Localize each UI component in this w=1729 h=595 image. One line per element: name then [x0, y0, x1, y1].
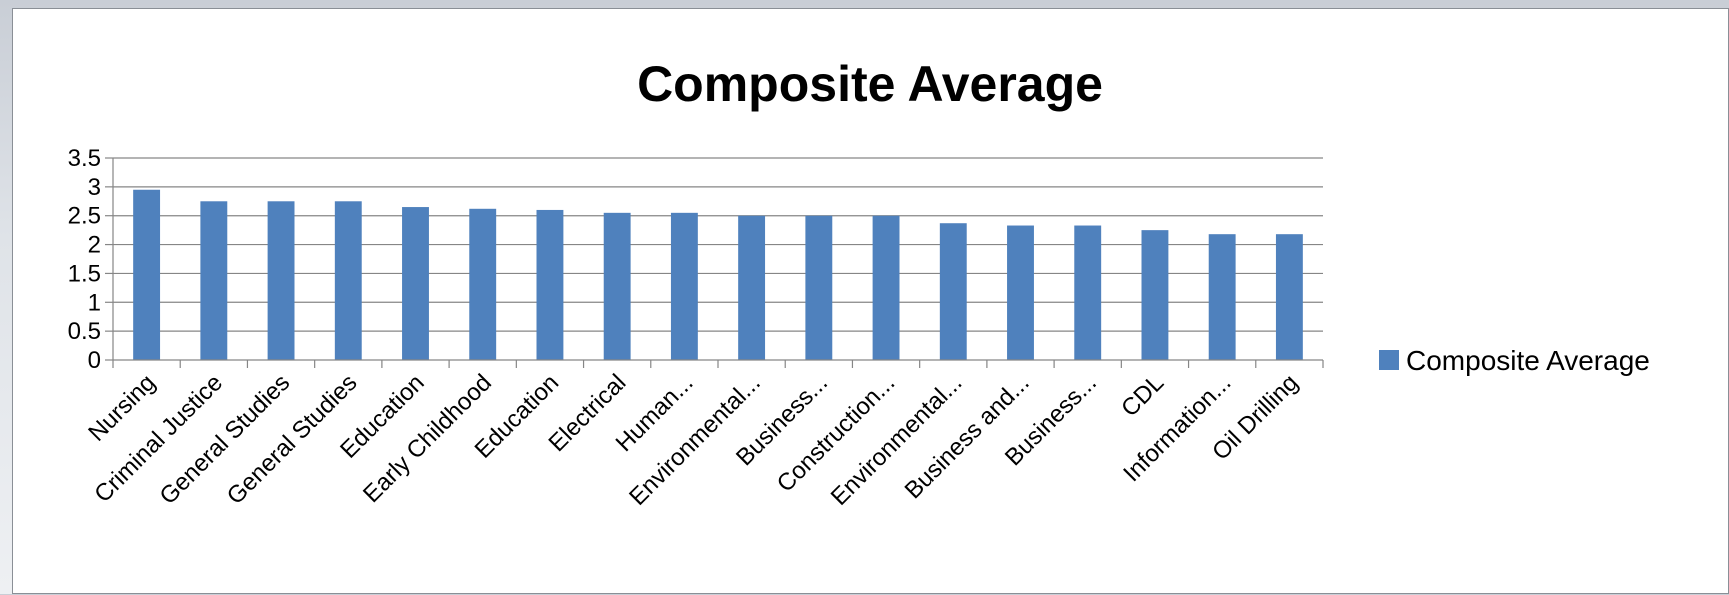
- y-tick-label: 2: [88, 232, 101, 259]
- bar: [133, 189, 161, 360]
- legend: Composite Average: [1379, 345, 1650, 376]
- axes: [105, 157, 1324, 368]
- chart-title: Composite Average: [637, 56, 1103, 112]
- y-tick-label: 1: [88, 289, 101, 316]
- bar: [738, 215, 766, 360]
- bar: [402, 207, 429, 360]
- bar: [1141, 230, 1169, 360]
- legend-swatch: [1379, 350, 1399, 370]
- bar: [334, 201, 362, 360]
- bar-chart: Composite Average 00.511.522.533.5 Nursi…: [68, 56, 1650, 511]
- bar: [469, 208, 497, 360]
- bar: [1007, 225, 1034, 360]
- bar: [872, 215, 900, 360]
- chart-frame: Composite Average 0 0.5 1 1.5 2 2.5 3 3.5 Nursi…: [12, 8, 1729, 594]
- bar: [536, 209, 564, 360]
- y-tick-label: 2.5: [68, 203, 101, 230]
- y-axis-tick-labels: 00.511.522.533.5: [68, 145, 101, 374]
- bar: [200, 201, 228, 360]
- bar: [1275, 234, 1303, 360]
- gridlines: [113, 157, 1323, 332]
- bar: [670, 212, 698, 360]
- y-tick-label: 3: [88, 174, 101, 201]
- bar: [267, 201, 295, 360]
- y-tick-label: 0.5: [68, 318, 101, 345]
- bar: [805, 215, 833, 360]
- y-tick-label: 0: [88, 347, 101, 374]
- x-category-label: Construction...: [772, 369, 901, 498]
- bars: [133, 189, 1303, 360]
- y-tick-label: 3.5: [68, 145, 101, 172]
- bar: [1208, 234, 1236, 360]
- x-category-label: CDL: [1116, 369, 1169, 422]
- bar: [939, 223, 967, 360]
- bar: [1074, 225, 1102, 360]
- legend-label: Composite Average: [1406, 345, 1650, 376]
- y-tick-label: 1.5: [68, 260, 101, 287]
- bar: [603, 212, 631, 360]
